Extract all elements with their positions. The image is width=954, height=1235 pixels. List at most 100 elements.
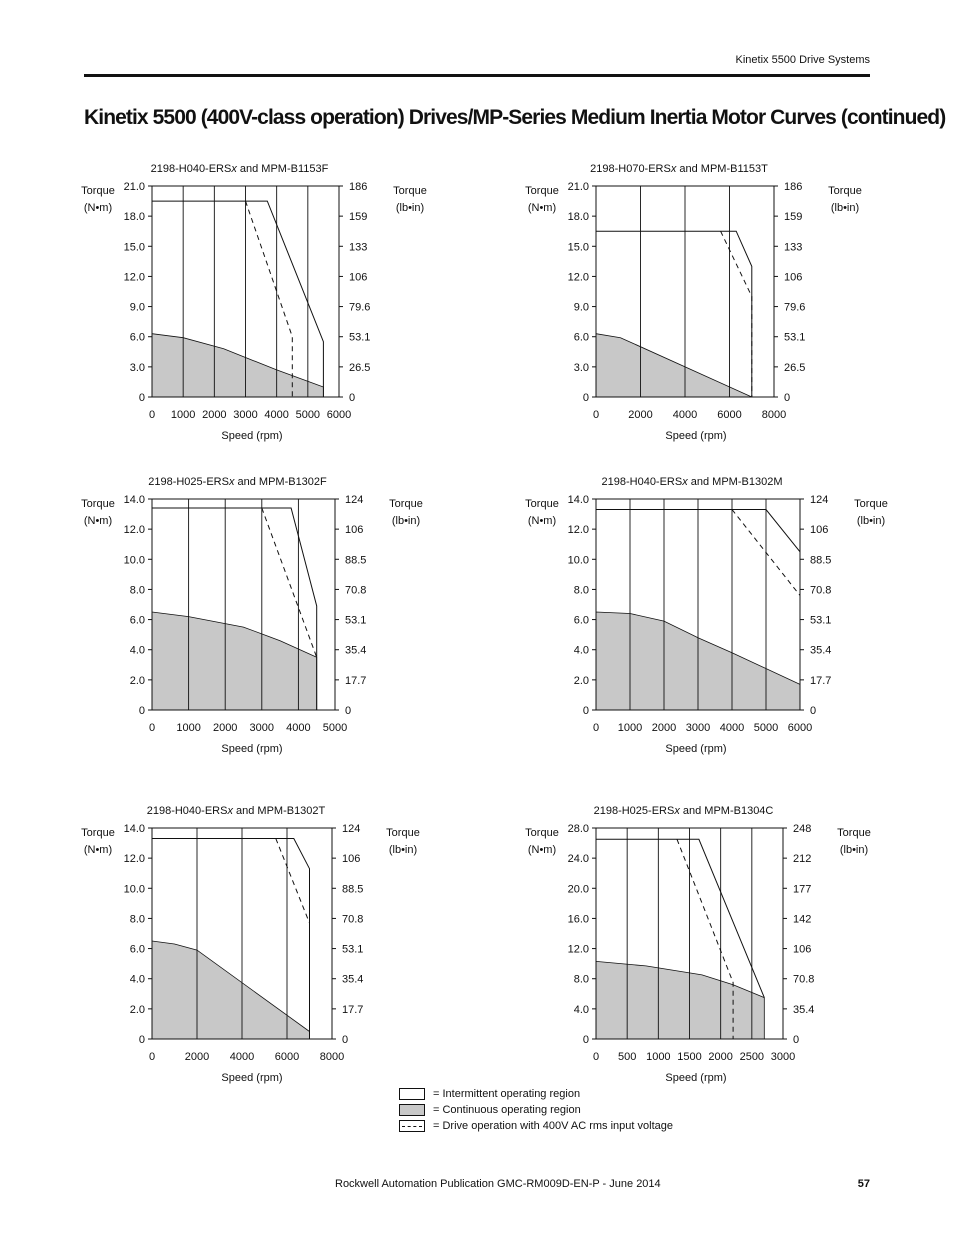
y2-tick-label: 53.1 (810, 615, 831, 627)
y-tick-label: 0 (583, 705, 589, 717)
intermittent-boundary (152, 838, 310, 1039)
intermittent-boundary (152, 200, 324, 397)
dashed-400v-line (720, 230, 753, 397)
y2-tick-label: 53.1 (342, 944, 363, 956)
y2-tick-label: 133 (784, 241, 802, 253)
x-tick-label: 4000 (230, 1051, 254, 1063)
dashed-400v-line (731, 509, 801, 596)
y2-axis-unit: (lb•in) (831, 202, 859, 214)
y-tick-label: 0 (583, 392, 589, 404)
y2-tick-label: 159 (349, 211, 367, 223)
x-axis-label: Speed (rpm) (665, 1072, 726, 1084)
chart-title: 2198-H025-ERSx and MPM-B1304C (594, 805, 774, 817)
plot-frame (595, 185, 775, 398)
y-tick-label: 8.0 (130, 913, 145, 925)
y-tick-label: 12.0 (124, 271, 145, 283)
x-tick-label: 6000 (788, 722, 812, 734)
y2-axis-label: Torque (386, 827, 420, 839)
x-tick-label: 3000 (250, 722, 274, 734)
x-tick-label: 2000 (202, 409, 226, 421)
y2-tick-label: 88.5 (345, 554, 366, 566)
y2-tick-label: 106 (784, 271, 802, 283)
x-tick-label: 4000 (286, 722, 310, 734)
y-tick-label: 8.0 (574, 584, 589, 596)
plot-frame (151, 185, 340, 398)
x-tick-label: 4000 (264, 409, 288, 421)
y2-tick-label: 248 (793, 823, 811, 835)
y-tick-label: 18.0 (124, 211, 145, 223)
continuous-region (595, 960, 765, 1040)
plot-frame (151, 498, 336, 711)
legend-label: = Intermittent operating region (433, 1088, 581, 1100)
y-axis-unit: (N•m) (84, 515, 112, 527)
x-axis-label: Speed (rpm) (221, 743, 282, 755)
x-axis-label: Speed (rpm) (665, 743, 726, 755)
legend-swatch-dashed (399, 1120, 425, 1132)
y-tick-label: 6.0 (574, 332, 589, 344)
x-tick-label: 4000 (720, 722, 744, 734)
y2-tick-label: 17.7 (342, 1004, 363, 1016)
y2-tick-label: 133 (349, 241, 367, 253)
y2-tick-label: 70.8 (793, 974, 814, 986)
y2-tick-label: 186 (349, 181, 367, 193)
page-number: 57 (857, 1178, 870, 1190)
y-axis-unit: (N•m) (528, 202, 556, 214)
y2-axis-unit: (lb•in) (392, 515, 420, 527)
y2-tick-label: 0 (342, 1034, 348, 1046)
footer-publication: Rockwell Automation Publication GMC-RM00… (335, 1178, 661, 1190)
y-axis-label: Torque (525, 827, 559, 839)
y-tick-label: 9.0 (574, 302, 589, 314)
y2-tick-label: 35.4 (345, 645, 366, 657)
y-tick-label: 14.0 (124, 823, 145, 835)
chart-title: 2198-H070-ERSx and MPM-B1153T (590, 163, 768, 175)
y-axis-unit: (N•m) (84, 202, 112, 214)
motor-curve-chart-5: 0 02.0 17.74.0 35.46.0 53.18.0 70.810.0 88.512… (81, 805, 420, 1084)
y2-tick-label: 79.6 (349, 302, 370, 314)
y-tick-label: 4.0 (574, 645, 589, 657)
y2-tick-label: 88.5 (342, 883, 363, 895)
y-tick-label: 12.0 (124, 524, 145, 536)
plot-frame (151, 827, 333, 1040)
legend-swatch-gray (399, 1104, 425, 1116)
y-tick-label: 6.0 (574, 615, 589, 627)
y-tick-label: 12.0 (568, 944, 589, 956)
y-tick-label: 2.0 (130, 675, 145, 687)
y2-axis-label: Torque (393, 185, 427, 197)
y2-axis-unit: (lb•in) (857, 515, 885, 527)
running-header: Kinetix 5500 Drive Systems (735, 54, 871, 66)
y-tick-label: 4.0 (574, 1004, 589, 1016)
continuous-region (151, 333, 324, 398)
y-tick-label: 8.0 (574, 974, 589, 986)
x-tick-label: 4000 (673, 409, 697, 421)
y-tick-label: 0 (139, 392, 145, 404)
continuous-region (151, 611, 318, 711)
x-tick-label: 2000 (185, 1051, 209, 1063)
chart-title: 2198-H025-ERSx and MPM-B1302F (148, 476, 327, 488)
y2-tick-label: 35.4 (342, 974, 363, 986)
y2-tick-label: 26.5 (784, 362, 805, 374)
y2-tick-label: 0 (345, 705, 351, 717)
y-tick-label: 12.0 (568, 271, 589, 283)
y2-tick-label: 0 (793, 1034, 799, 1046)
y2-tick-label: 0 (349, 392, 355, 404)
y2-tick-label: 106 (810, 524, 828, 536)
intermittent-boundary (596, 230, 753, 397)
x-tick-label: 6000 (275, 1051, 299, 1063)
y2-tick-label: 79.6 (784, 302, 805, 314)
y2-tick-label: 35.4 (810, 645, 831, 657)
x-tick-label: 0 (149, 722, 155, 734)
y2-tick-label: 106 (349, 271, 367, 283)
intermittent-boundary (152, 507, 318, 710)
legend-swatch-empty (399, 1088, 425, 1100)
x-tick-label: 0 (149, 409, 155, 421)
intermittent-boundary (596, 509, 801, 710)
x-tick-label: 8000 (320, 1051, 344, 1063)
x-tick-label: 500 (618, 1051, 636, 1063)
legend-label: = Drive operation with 400V AC rms input… (433, 1120, 673, 1132)
y-tick-label: 6.0 (130, 332, 145, 344)
y-axis-unit: (N•m) (84, 844, 112, 856)
y2-axis-unit: (lb•in) (840, 844, 868, 856)
x-tick-label: 3000 (233, 409, 257, 421)
